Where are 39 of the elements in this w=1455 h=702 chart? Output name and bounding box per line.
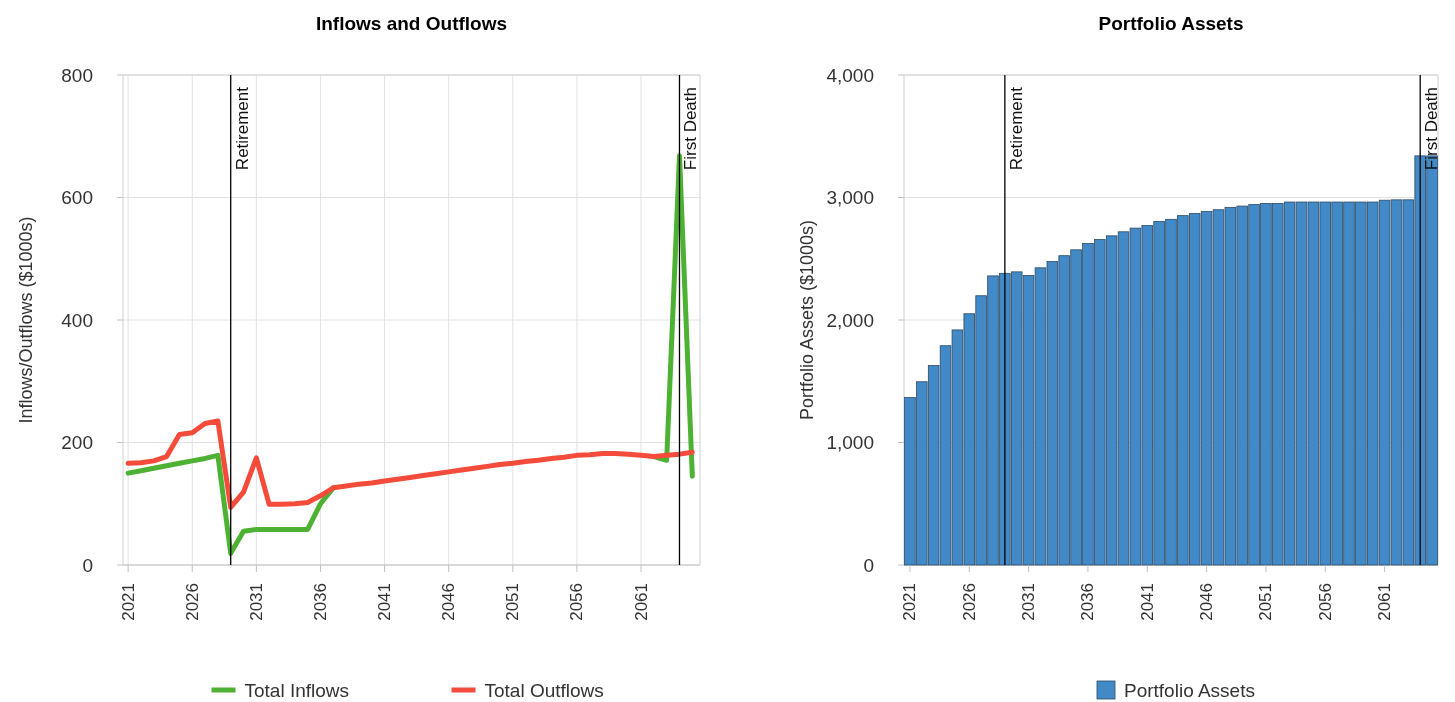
y-tick-label: 200 bbox=[61, 432, 93, 453]
x-tick-label: 2036 bbox=[1078, 583, 1098, 621]
y-tick-label: 0 bbox=[863, 554, 874, 576]
x-tick-label: 2046 bbox=[439, 583, 459, 621]
x-tick-label: 2026 bbox=[182, 583, 202, 621]
x-tick-label: 2041 bbox=[1137, 583, 1157, 621]
x-tick-label: 2061 bbox=[1375, 583, 1395, 621]
ref-line-label: Retirement bbox=[232, 86, 252, 171]
x-tick-label: 2051 bbox=[1256, 583, 1276, 621]
x-tick-label: 2056 bbox=[567, 583, 587, 621]
y-tick-label: 4,000 bbox=[826, 64, 874, 86]
y-tick-label: 800 bbox=[61, 64, 93, 86]
x-tick-label: 2021 bbox=[118, 583, 138, 621]
y-tick-label: 400 bbox=[61, 309, 93, 331]
y-axis-title: Portfolio Assets ($1000s) bbox=[797, 219, 817, 421]
legend-label: Total Inflows bbox=[244, 679, 350, 701]
x-tick-label: 2046 bbox=[1197, 583, 1217, 621]
legend-label: Portfolio Assets bbox=[1124, 679, 1255, 701]
ref-line-label: First Death bbox=[681, 87, 701, 171]
legend-label: Total Outflows bbox=[484, 679, 604, 701]
ref-line-label: Retirement bbox=[1006, 86, 1026, 171]
x-tick-label: 2031 bbox=[246, 583, 266, 621]
y-axis-title: Inflows/Outflows ($1000s) bbox=[16, 216, 36, 424]
x-tick-label: 2021 bbox=[900, 583, 920, 621]
y-tick-label: 1,000 bbox=[826, 432, 874, 453]
x-tick-label: 2061 bbox=[631, 583, 651, 621]
ref-line-label: First Death bbox=[1422, 87, 1442, 171]
chart-title: Portfolio Assets bbox=[1098, 13, 1244, 34]
x-tick-label: 2051 bbox=[503, 583, 523, 621]
y-tick-label: 2,000 bbox=[826, 309, 874, 331]
x-tick-label: 2041 bbox=[375, 583, 395, 621]
x-tick-label: 2056 bbox=[1315, 583, 1335, 621]
y-tick-label: 0 bbox=[82, 554, 93, 576]
y-tick-label: 3,000 bbox=[826, 187, 874, 208]
chart-title: Inflows and Outflows bbox=[315, 13, 508, 34]
x-tick-label: 2031 bbox=[1019, 583, 1039, 621]
x-tick-label: 2026 bbox=[959, 583, 979, 621]
x-tick-label: 2036 bbox=[310, 583, 330, 621]
y-tick-label: 600 bbox=[61, 187, 93, 208]
